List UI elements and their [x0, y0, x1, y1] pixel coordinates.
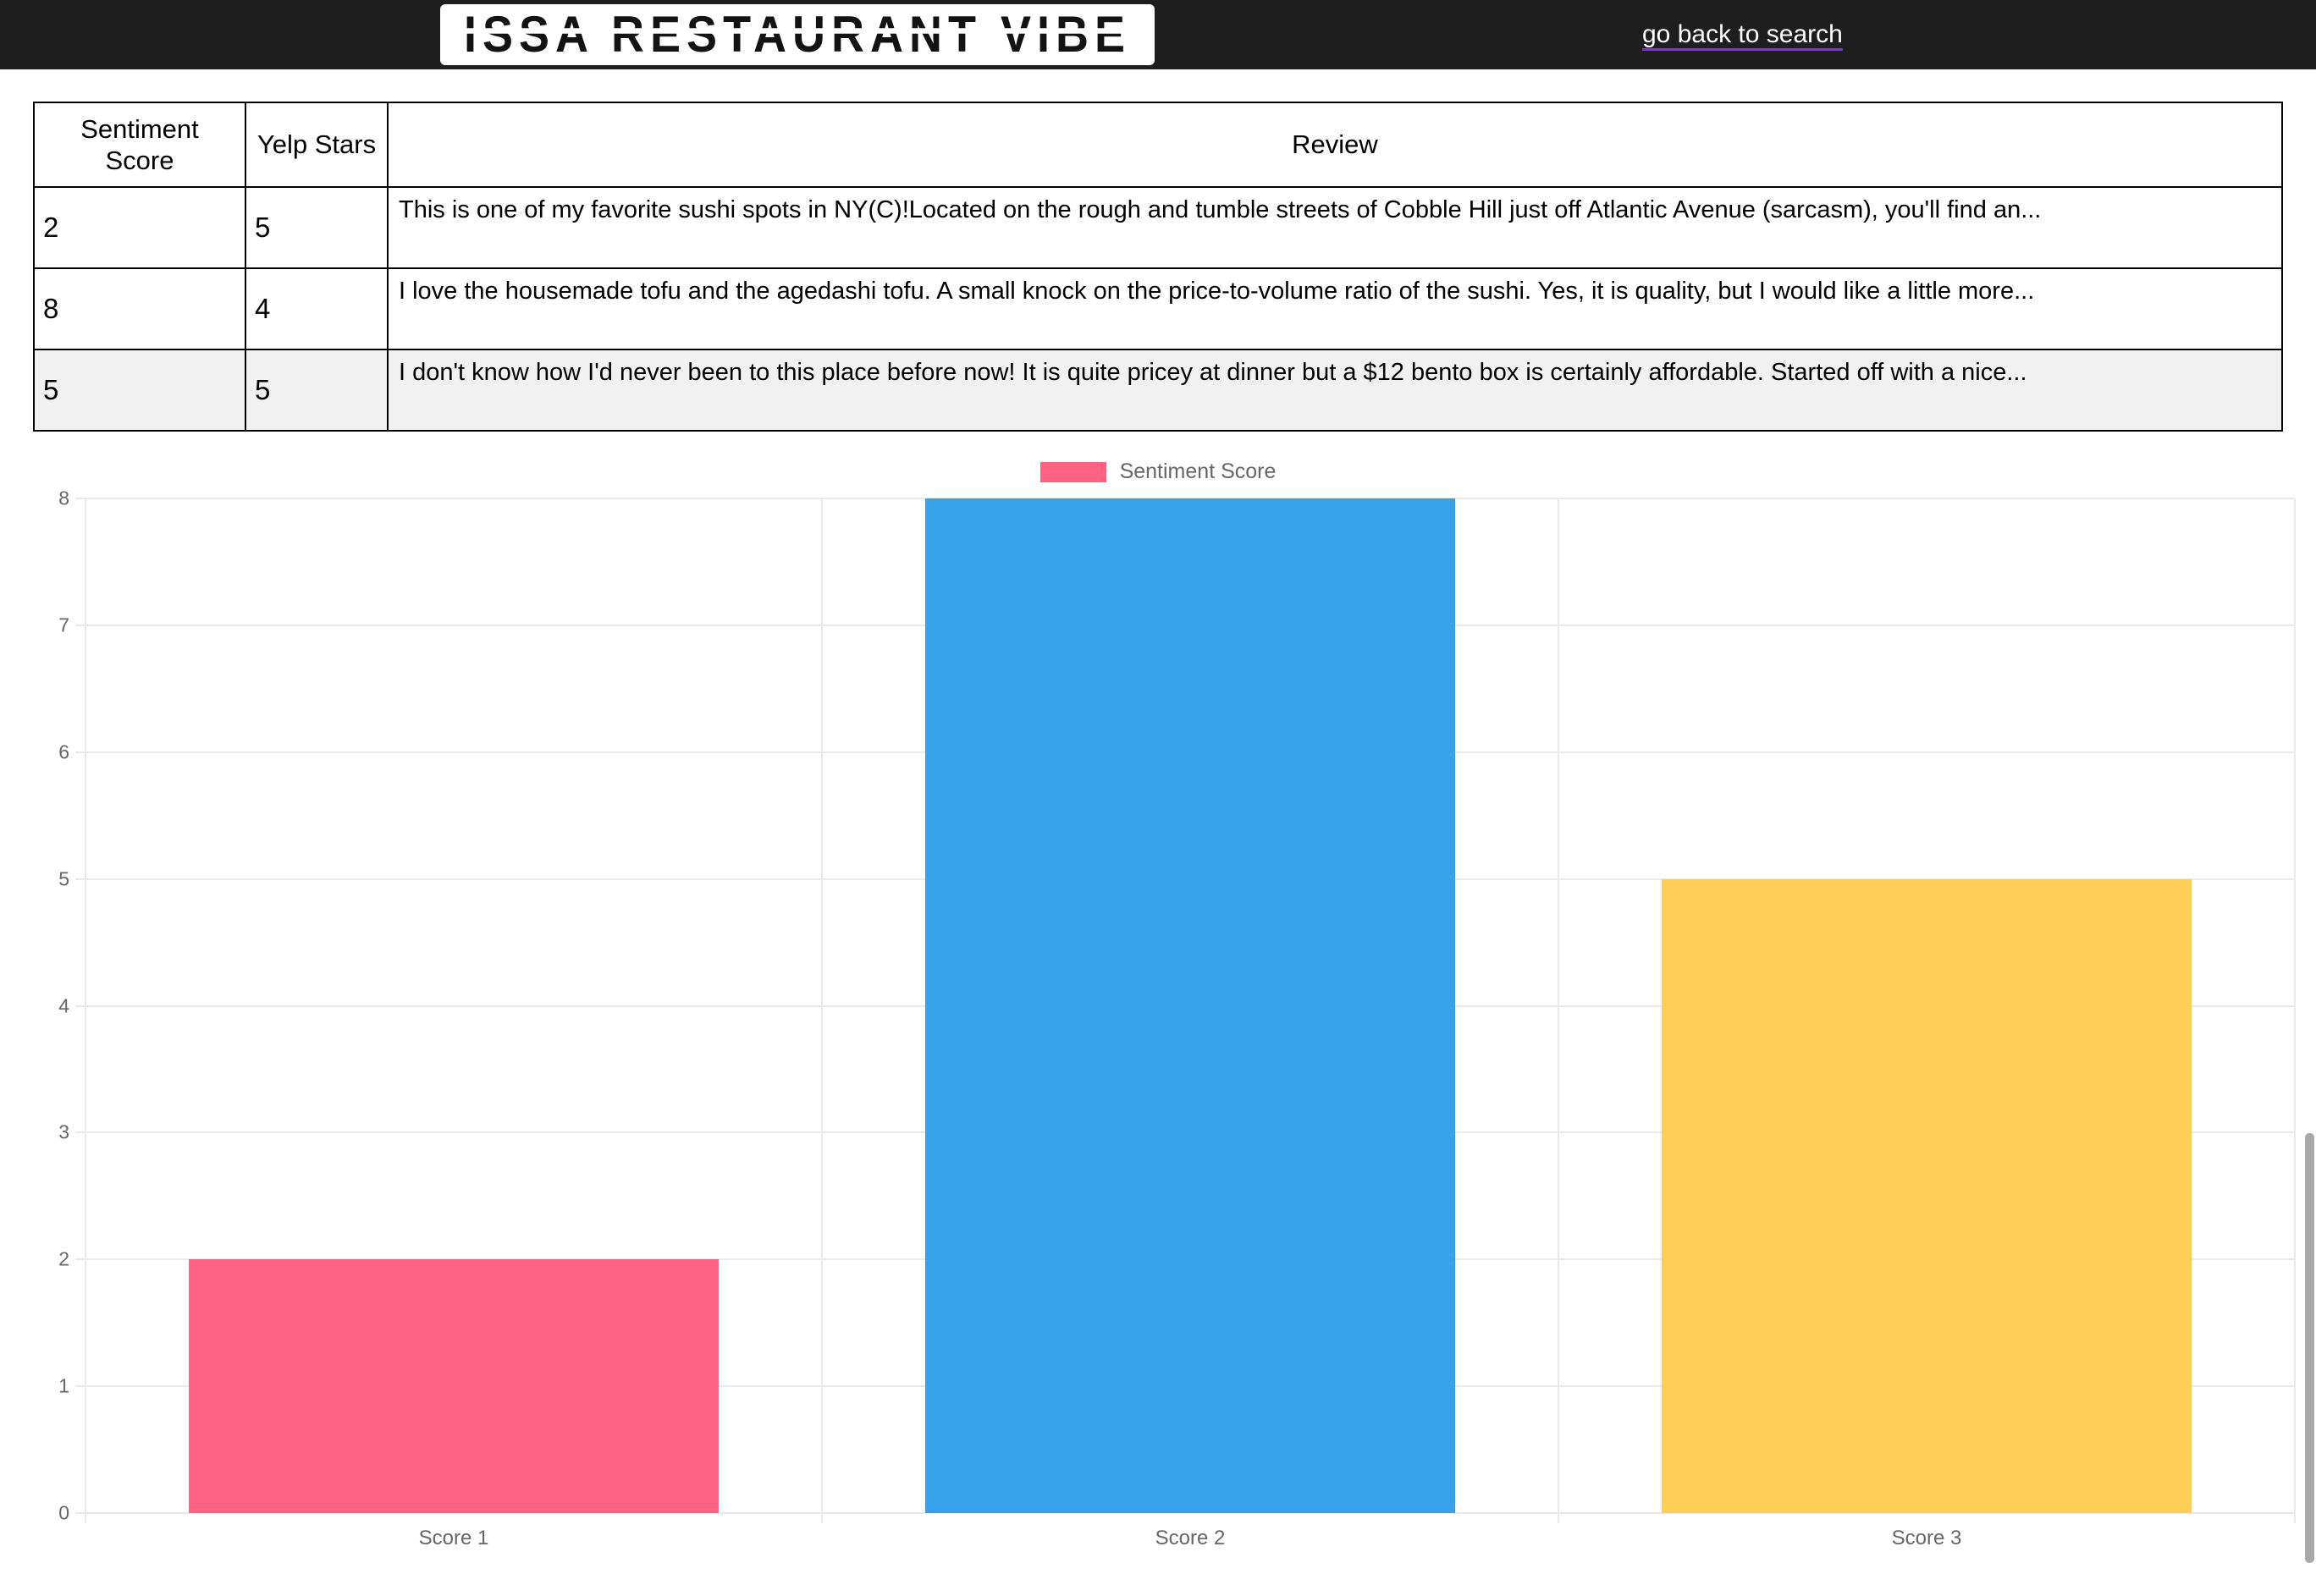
y-tick-mark: [75, 624, 85, 626]
col-header-review: Review: [387, 102, 2283, 188]
y-tick-label: 0: [58, 1501, 69, 1524]
col-header-yelp-stars: Yelp Stars: [245, 102, 389, 188]
yelp-stars-cell: 5: [245, 186, 389, 269]
y-tick-mark: [75, 1385, 85, 1388]
app-logo: ISSA RESTAURANT VIBE: [440, 4, 1155, 65]
y-tick-label: 2: [58, 1247, 69, 1270]
legend-label: Sentiment Score: [1119, 460, 1277, 483]
gridline: [820, 498, 823, 1513]
bar[interactable]: [188, 1259, 720, 1513]
y-tick-mark: [75, 1512, 85, 1514]
back-to-search-link[interactable]: go back to search: [1642, 20, 1843, 48]
y-tick-mark: [75, 1131, 85, 1134]
y-tick-label: 3: [58, 1120, 69, 1143]
chart-plot[interactable]: [75, 498, 2296, 1523]
y-tick-label: 1: [58, 1374, 69, 1397]
sentiment-score-cell: 2: [33, 186, 246, 269]
review-text-cell: I don't know how I'd never been to this …: [387, 349, 2283, 432]
top-nav-bar: ISSA RESTAURANT VIBE go back to search: [0, 0, 2316, 69]
reviews-table-container: Sentiment Score Yelp Stars Review 2 5 Th…: [33, 102, 2283, 432]
y-tick-label: 8: [58, 487, 69, 509]
table-header-row: Sentiment Score Yelp Stars Review: [33, 102, 2283, 188]
gridline: [85, 498, 86, 1513]
y-tick-label: 5: [58, 867, 69, 890]
y-tick-label: 7: [58, 614, 69, 636]
y-tick-mark: [75, 878, 85, 880]
chart-legend[interactable]: Sentiment Score: [0, 460, 2316, 484]
sentiment-score-cell: 5: [33, 349, 246, 432]
y-tick-mark: [75, 751, 85, 753]
x-tick-mark: [820, 1513, 823, 1523]
reviews-table: Sentiment Score Yelp Stars Review 2 5 Th…: [33, 102, 2283, 432]
vertical-scrollbar-thumb[interactable]: [2305, 1133, 2314, 1563]
review-text-cell: This is one of my favorite sushi spots i…: [387, 186, 2283, 269]
gridline: [2294, 498, 2296, 1513]
y-tick-mark: [75, 498, 85, 499]
y-tick-label: 6: [58, 740, 69, 763]
table-row: 8 4 I love the housemade tofu and the ag…: [33, 267, 2283, 350]
yelp-stars-cell: 4: [245, 267, 389, 350]
table-row: 2 5 This is one of my favorite sushi spo…: [33, 186, 2283, 269]
bar[interactable]: [1661, 878, 2192, 1513]
yelp-stars-cell: 5: [245, 349, 389, 432]
gridline: [1557, 498, 1559, 1513]
review-text-cell: I love the housemade tofu and the agedas…: [387, 267, 2283, 350]
x-axis-label: Score 1: [418, 1527, 489, 1549]
y-tick-label: 4: [58, 994, 69, 1016]
y-tick-mark: [75, 1004, 85, 1007]
x-axis-label: Score 3: [1891, 1527, 1962, 1549]
bar[interactable]: [924, 498, 1456, 1513]
x-tick-mark: [2294, 1513, 2296, 1523]
sentiment-score-cell: 8: [33, 267, 246, 350]
gridline: [85, 1512, 2295, 1514]
legend-swatch: [1039, 461, 1106, 482]
chart-yaxis: 0 1 2 3 4 5 6 7 8: [0, 487, 74, 1524]
app-title: ISSA RESTAURANT VIBE: [464, 6, 1132, 63]
table-row: 5 5 I don't know how I'd never been to t…: [33, 349, 2283, 432]
x-axis-label: Score 2: [1155, 1527, 1226, 1549]
chart-xlabels: Score 1 Score 2 Score 3: [85, 1527, 2295, 1550]
x-tick-mark: [1557, 1513, 1559, 1523]
x-tick-mark: [85, 1513, 86, 1523]
col-header-sentiment-score: Sentiment Score: [33, 102, 246, 188]
y-tick-mark: [75, 1258, 85, 1261]
